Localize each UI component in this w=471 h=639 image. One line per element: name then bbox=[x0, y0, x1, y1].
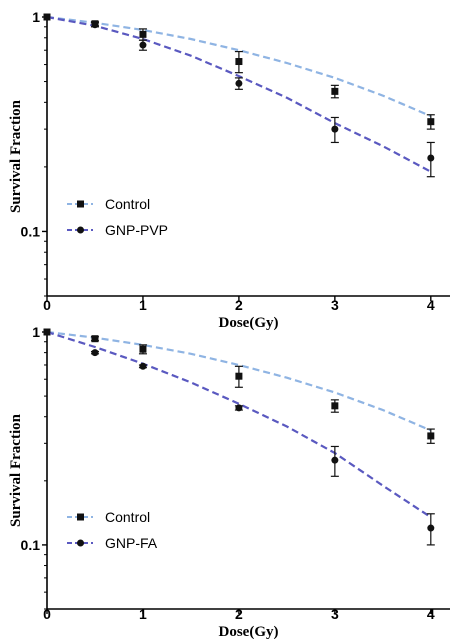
y-tick-label: 1 bbox=[32, 324, 40, 340]
data-point-circle bbox=[235, 404, 243, 412]
y-axis-title: Survival Fraction bbox=[8, 413, 24, 527]
x-tick-label: 3 bbox=[331, 297, 339, 313]
chart-panel-2: 0 1 2 3 4 1 0.1 Dose(Gy) Survival Fraction Contro… bbox=[8, 324, 450, 639]
x-axis-title: Dose(Gy) bbox=[219, 624, 279, 639]
fit-curve-2 bbox=[46, 15, 432, 173]
data-point-circle bbox=[43, 328, 51, 336]
data-point-square bbox=[91, 335, 99, 343]
data-point-square bbox=[427, 432, 435, 440]
legend-marker-square bbox=[77, 513, 84, 521]
legend-label: GNP-FA bbox=[105, 535, 158, 551]
data-point-circle bbox=[427, 154, 435, 162]
x-axis-title: Dose(Gy) bbox=[219, 315, 279, 331]
data-point-circle bbox=[91, 21, 99, 29]
x-tick-label: 2 bbox=[235, 606, 243, 622]
data-point-square bbox=[139, 30, 147, 38]
data-point-circle bbox=[139, 41, 147, 49]
y-tick-label: 0.1 bbox=[21, 537, 41, 553]
data-point-circle bbox=[427, 524, 435, 532]
x-tick-label: 0 bbox=[43, 606, 51, 622]
data-point-square bbox=[139, 345, 147, 353]
data-point-circle bbox=[331, 456, 339, 464]
x-tick-label: 1 bbox=[139, 297, 147, 313]
data-point-square bbox=[427, 118, 435, 126]
legend-label: Control bbox=[105, 196, 150, 212]
x-tick-label: 1 bbox=[139, 606, 147, 622]
data-point-circle bbox=[91, 349, 99, 357]
data-point-square bbox=[331, 402, 339, 410]
fit-curve-2 bbox=[46, 330, 432, 519]
x-tick-label: 2 bbox=[235, 297, 243, 313]
legend-marker-circle bbox=[77, 226, 84, 234]
x-tick-label: 3 bbox=[331, 606, 339, 622]
legend-label: GNP-PVP bbox=[105, 222, 168, 238]
data-point-square bbox=[331, 87, 339, 95]
legend-marker-circle bbox=[77, 539, 84, 547]
x-tick-label: 4 bbox=[427, 297, 435, 313]
y-tick-label: 1 bbox=[32, 9, 40, 25]
data-point-circle bbox=[235, 79, 243, 87]
chart-panel-1: 0 1 2 3 4 1 0.1 Dose(Gy) Survival Fraction Contro… bbox=[8, 9, 450, 331]
legend-label: Control bbox=[105, 509, 150, 525]
data-point-circle bbox=[331, 125, 339, 133]
legend-marker-square bbox=[77, 200, 84, 208]
data-point-square bbox=[235, 372, 243, 380]
data-point-circle bbox=[139, 362, 147, 370]
x-tick-label: 0 bbox=[43, 297, 51, 313]
data-point-circle bbox=[43, 13, 51, 21]
data-point-square bbox=[235, 58, 243, 66]
y-axis-title: Survival Fraction bbox=[8, 99, 24, 213]
y-tick-label: 0.1 bbox=[21, 223, 41, 239]
x-tick-label: 4 bbox=[427, 606, 435, 622]
